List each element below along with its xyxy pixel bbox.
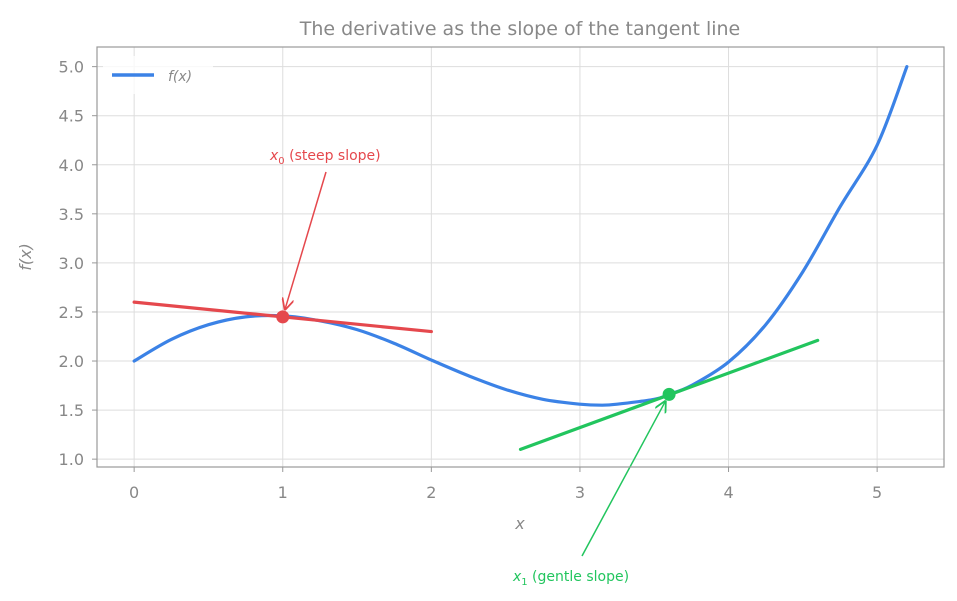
x-tick-label: 4 <box>723 483 733 502</box>
annotation-label-x1: x1 (gentle slope) <box>512 569 629 588</box>
x-tick-label: 5 <box>872 483 882 502</box>
annotation-subscript: 0 <box>278 156 284 167</box>
plot-frame <box>96 46 945 468</box>
y-tick-label: 3.0 <box>59 254 84 273</box>
y-tick-label: 3.5 <box>59 205 84 224</box>
annotation-text: (gentle slope) <box>528 569 629 585</box>
annotations-layer: x0 (steep slope)x1 (gentle slope) <box>269 148 665 588</box>
legend-label-f: f(x) <box>168 69 192 85</box>
series-line-f <box>132 65 909 407</box>
y-tick-label: 5.0 <box>59 58 84 77</box>
y-tick-label: 1.0 <box>59 450 84 469</box>
legend-box <box>103 56 213 94</box>
annotation-subscript: 1 <box>521 577 527 588</box>
x-axis-label: x <box>514 514 525 533</box>
point-x1 <box>662 387 676 401</box>
y-tick-labels: 1.0 1.5 2.0 2.5 3.0 3.5 4.0 4.5 5.0 <box>59 58 97 469</box>
x-tick-label: 2 <box>426 483 436 502</box>
chart-title: The derivative as the slope of the tange… <box>299 18 740 40</box>
series-layer <box>132 65 909 451</box>
annotation-label-x0: x0 (steep slope) <box>269 148 381 167</box>
grid <box>97 47 944 467</box>
x-tick-label: 1 <box>278 483 288 502</box>
points-layer <box>276 310 676 401</box>
x-tick-label: 3 <box>575 483 585 502</box>
y-tick-label: 4.0 <box>59 156 84 175</box>
y-tick-label: 2.0 <box>59 352 84 371</box>
point-x0 <box>276 310 290 324</box>
annotation-symbol: x <box>269 148 279 164</box>
annotation-arrow-x0 <box>285 171 327 309</box>
annotation-symbol: x <box>512 569 522 585</box>
legend: f(x) <box>103 56 213 94</box>
x-tick-labels: 0 1 2 3 4 5 <box>129 467 882 502</box>
y-tick-label: 2.5 <box>59 303 84 322</box>
y-tick-label: 1.5 <box>59 401 84 420</box>
x-tick-label: 0 <box>129 483 139 502</box>
annotation-arrow-x1 <box>581 401 665 557</box>
annotation-text: (steep slope) <box>285 148 381 164</box>
y-axis-label: f(x) <box>16 243 35 271</box>
y-tick-label: 4.5 <box>59 107 84 126</box>
